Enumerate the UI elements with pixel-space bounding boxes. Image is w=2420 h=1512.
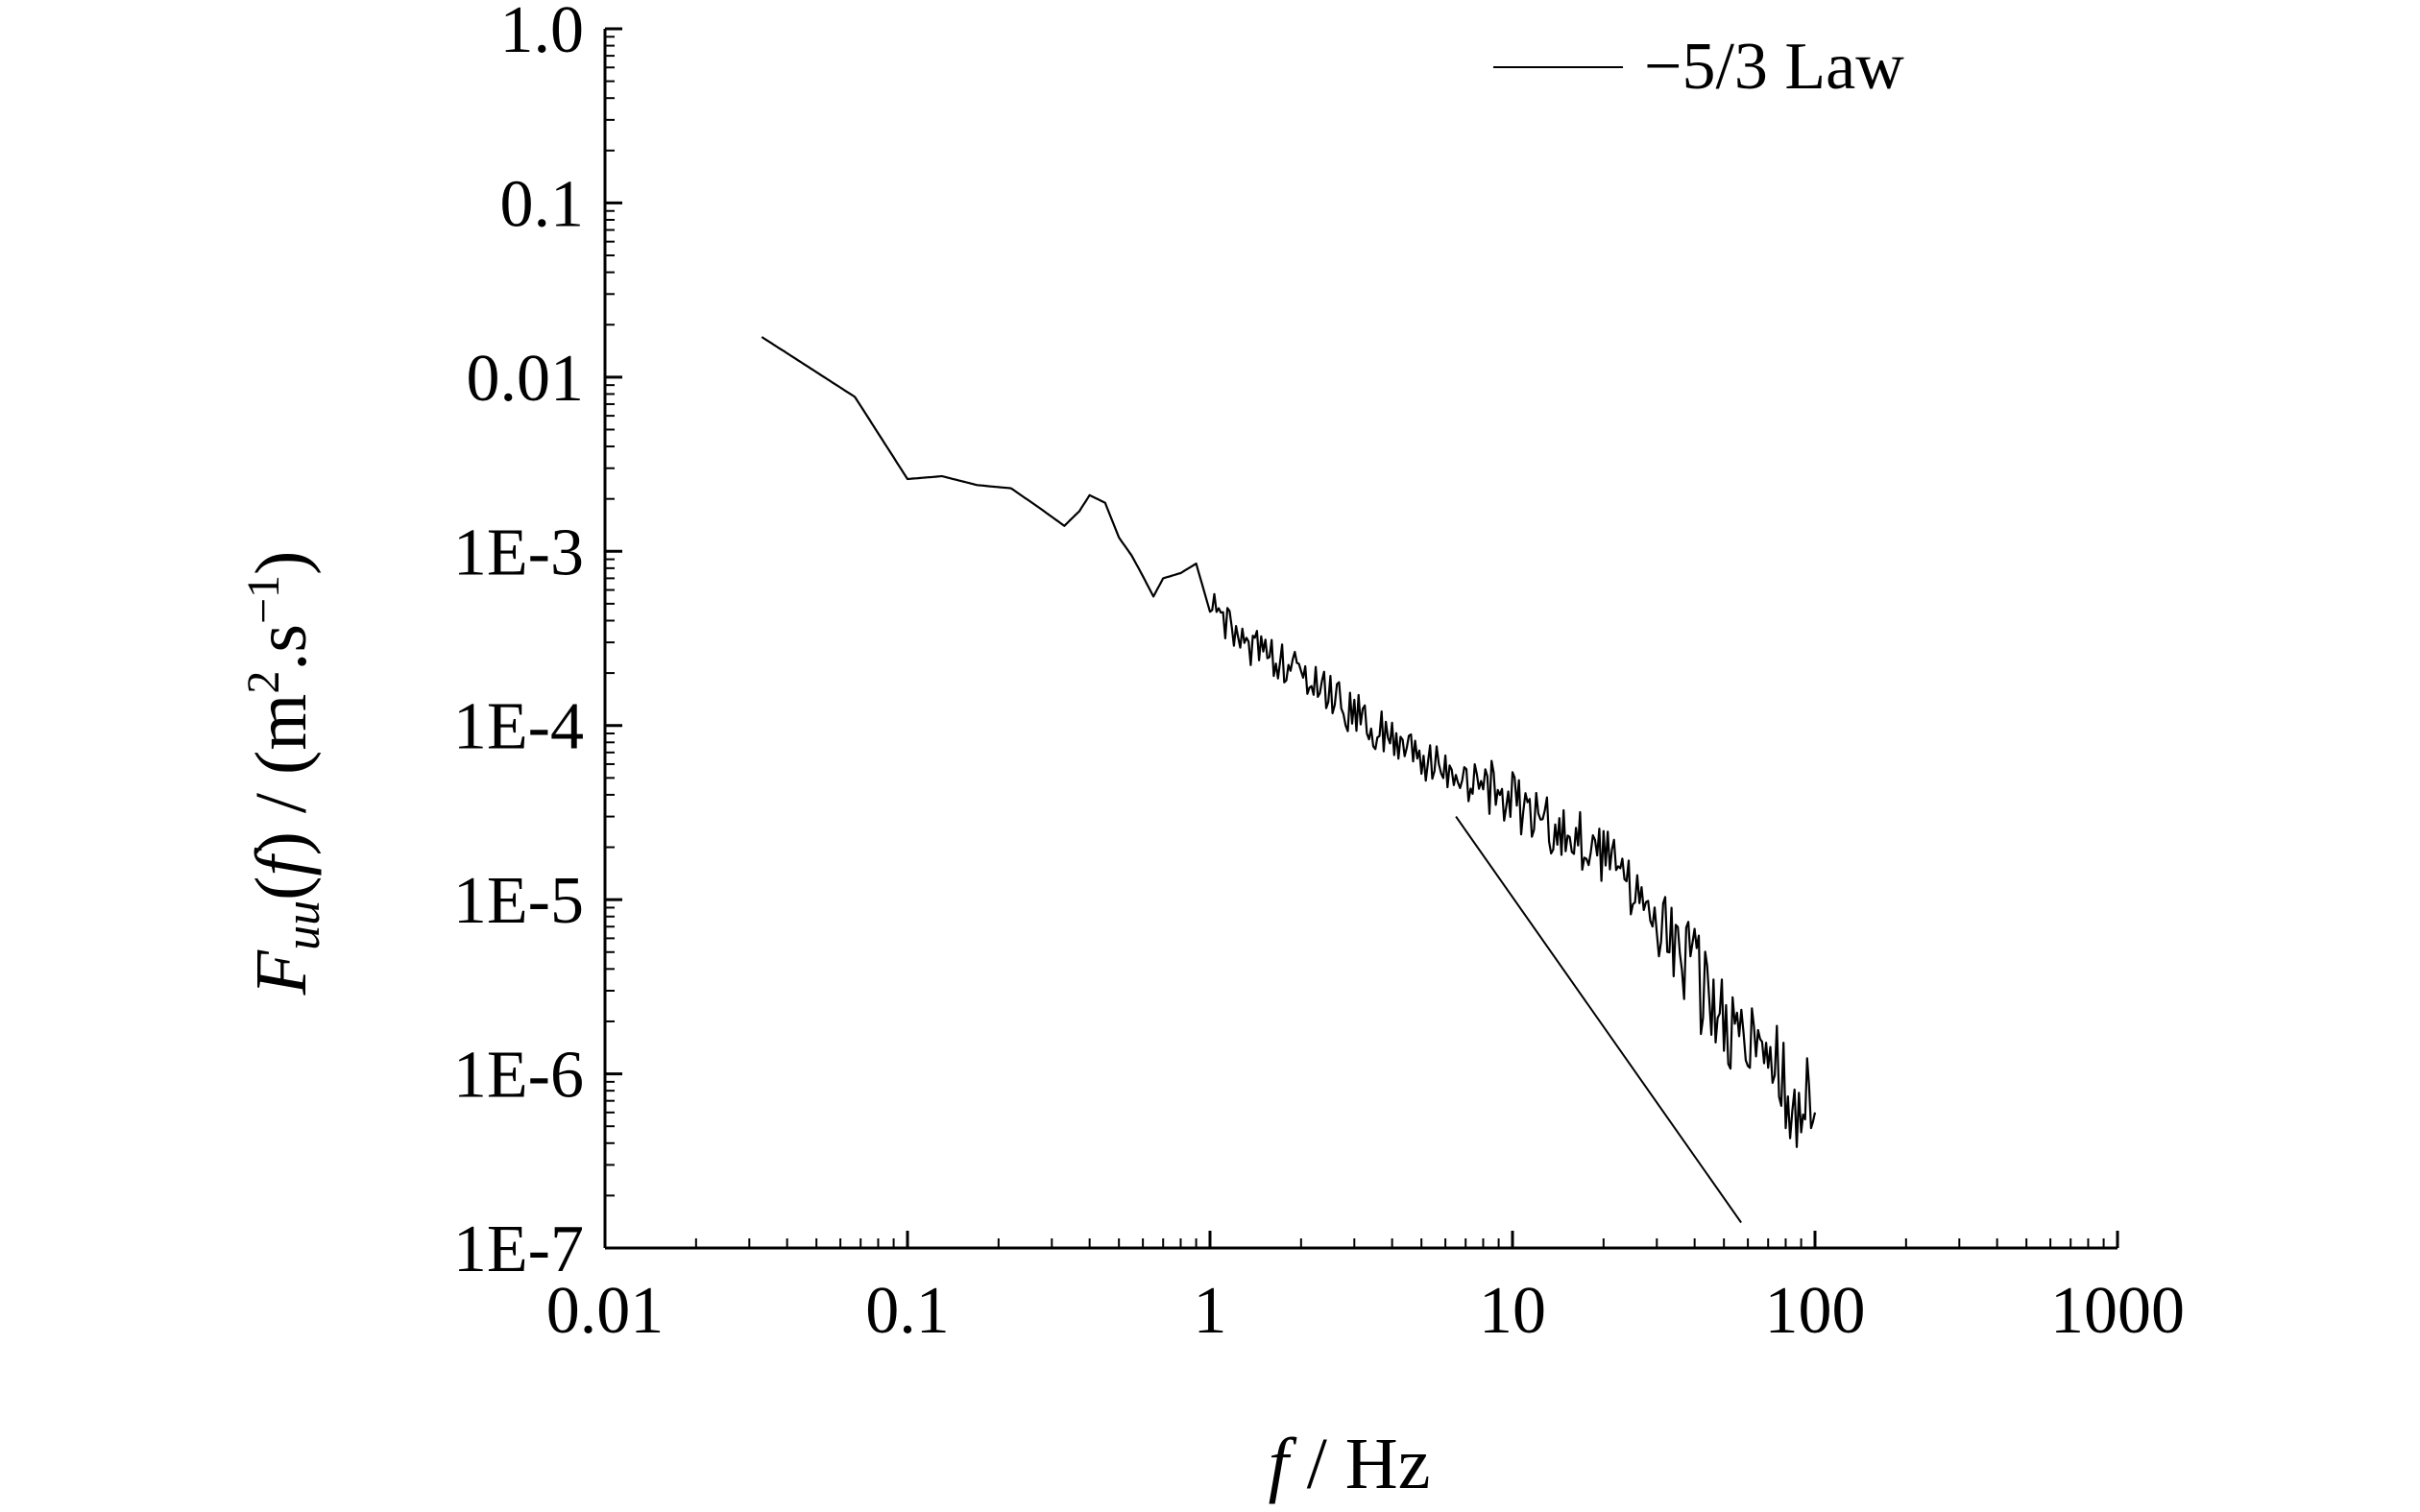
series-layer xyxy=(761,336,1817,1224)
y-axis-title-mid: .s xyxy=(241,624,322,671)
axes: 0.01 0.1 1 10 100 1000 1E-7 1E-6 1E-5 1E-4 1E-3 0.0… xyxy=(453,0,2185,1348)
y-tick-label: 1E-7 xyxy=(453,1212,584,1286)
y-axis-title-sub: uu xyxy=(276,900,330,950)
y-axis-title: Fuu(f) / (m2.s−1) xyxy=(238,551,330,996)
x-axis-title: f / Hz xyxy=(1269,1424,1431,1504)
y-tick-label: 1.0 xyxy=(500,0,585,67)
y-axis-title-main: F xyxy=(241,948,322,996)
y-tick-label: 1E-5 xyxy=(453,864,584,938)
x-tick-label: 0.01 xyxy=(546,1274,665,1348)
y-axis-title-supm1: −1 xyxy=(238,575,289,624)
x-tick-label: 1 xyxy=(1194,1274,1227,1348)
legend-label-law: −5/3 Law xyxy=(1644,30,1904,104)
x-tick-label: 1000 xyxy=(2050,1274,2185,1348)
y-axis-title-close: ) xyxy=(241,551,322,575)
series-line-1 xyxy=(1455,816,1742,1224)
y-tick-label: 0.1 xyxy=(500,167,585,241)
y-tick-label: 1E-3 xyxy=(453,516,584,589)
x-axis-title-unit: / Hz xyxy=(1289,1424,1431,1504)
y-tick-label: 0.01 xyxy=(467,342,585,416)
x-tick-label: 0.1 xyxy=(865,1274,950,1348)
y-tick-label: 1E-4 xyxy=(453,690,584,764)
legend: −5/3 Law xyxy=(1493,30,1904,104)
y-axis-title-sup2: 2 xyxy=(238,671,289,694)
series-line-0 xyxy=(761,336,1817,1148)
x-tick-label: 100 xyxy=(1765,1274,1866,1348)
y-axis-title-unit: / (m xyxy=(241,694,322,832)
y-tick-label: 1E-6 xyxy=(453,1039,584,1113)
x-tick-label: 10 xyxy=(1479,1274,1546,1348)
